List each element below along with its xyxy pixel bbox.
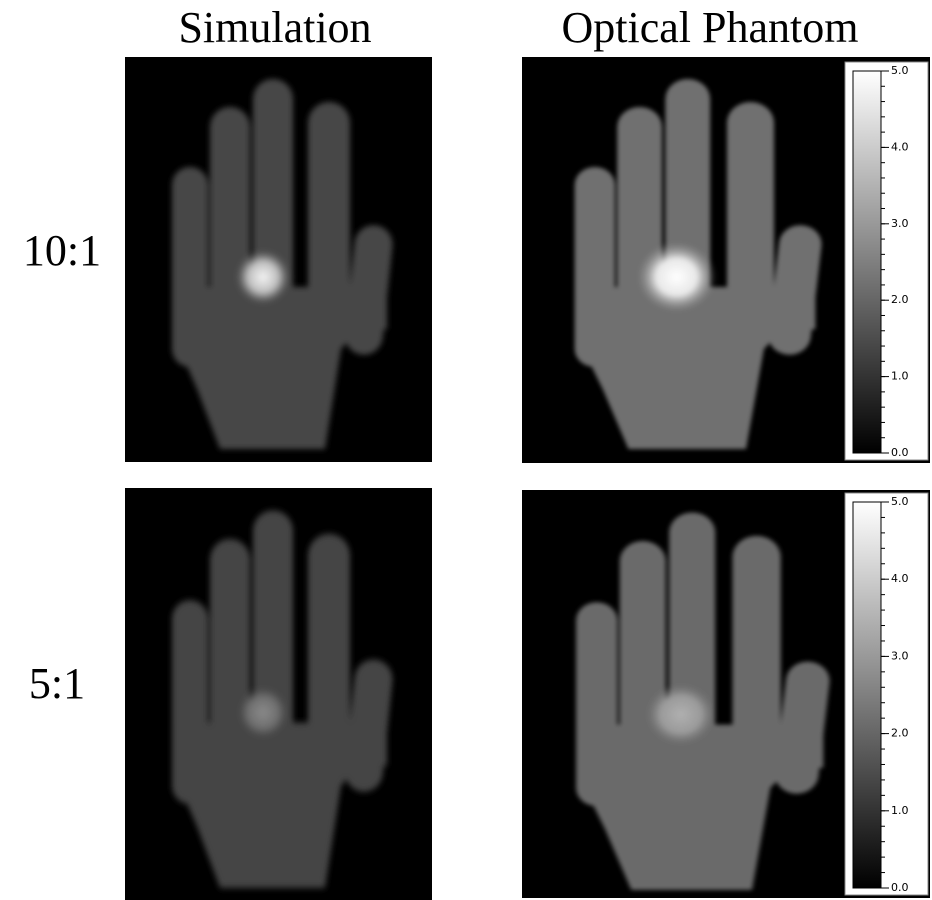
row-label: 10:1 — [23, 226, 101, 275]
column-header: Simulation — [178, 3, 371, 52]
colorbar — [853, 71, 881, 453]
colorbar-tick-label: 2.0 — [891, 727, 909, 740]
colorbar — [853, 502, 881, 888]
colorbar-tick-label: 4.0 — [891, 572, 909, 585]
spot — [646, 684, 715, 745]
colorbar-tick-label: 1.0 — [891, 370, 909, 383]
colorbar-tick-label: 5.0 — [891, 495, 909, 508]
colorbar-tick-label: 3.0 — [891, 217, 909, 230]
colorbar-tick-label: 4.0 — [891, 140, 909, 153]
column-header: Optical Phantom — [562, 3, 859, 52]
spot — [636, 241, 717, 313]
spot — [235, 249, 291, 305]
colorbar-tick-label: 0.0 — [891, 446, 909, 459]
colorbar-tick-label: 5.0 — [891, 64, 909, 77]
row-label: 5:1 — [29, 659, 85, 708]
spot — [237, 686, 289, 739]
colorbar-tick-label: 0.0 — [891, 881, 909, 894]
colorbar-tick-label: 2.0 — [891, 293, 909, 306]
colorbar-tick-label: 1.0 — [891, 804, 909, 817]
figure: Simulation Optical Phantom 10:1 5:1 0.0 1… — [0, 0, 932, 900]
panels: 0.0 1.0 2.0 3.0 4.0 5.0 0.0 1.0 2.0 3.0 4.0 5.0 — [125, 57, 930, 900]
colorbar-tick-label: 3.0 — [891, 649, 909, 662]
